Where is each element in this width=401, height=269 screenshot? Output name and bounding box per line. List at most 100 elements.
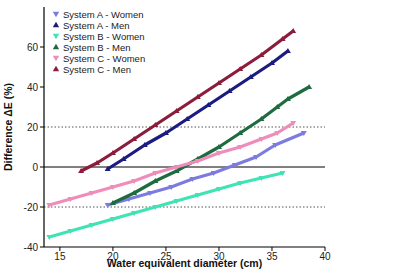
y-tick-label: 0 [32, 162, 38, 173]
legend-marker [53, 12, 59, 17]
data-point [237, 130, 243, 135]
y-tick-label: -40 [24, 242, 39, 253]
data-point [237, 181, 243, 186]
series-line [49, 123, 293, 205]
data-point [195, 159, 201, 164]
data-point [110, 200, 116, 205]
legend-marker [53, 56, 59, 61]
legend-marker [53, 22, 59, 27]
data-point [174, 165, 180, 170]
data-point [272, 143, 278, 148]
data-point [68, 197, 74, 202]
y-tick [40, 47, 44, 48]
data-point [89, 191, 95, 196]
data-point [290, 121, 296, 126]
x-axis-label: Water equivalent diameter (cm) [107, 257, 262, 269]
data-point [147, 191, 153, 196]
data-point [211, 171, 217, 176]
y-axis-label: Difference ΔE (%) [2, 83, 14, 171]
data-point [131, 179, 137, 184]
y-tick [40, 207, 44, 208]
data-point [174, 199, 180, 204]
y-tick-label: 60 [27, 42, 39, 53]
legend-label: System A - Men [63, 20, 130, 31]
data-point [227, 88, 233, 93]
data-point [232, 163, 238, 168]
data-point [258, 137, 264, 142]
data-point [78, 168, 84, 173]
series-line [113, 87, 309, 203]
data-point [306, 84, 312, 89]
legend-label: System C - Women [63, 53, 145, 64]
data-point [237, 66, 243, 71]
data-point [290, 28, 296, 33]
data-point [163, 130, 169, 135]
data-point [258, 176, 264, 181]
data-point [285, 48, 291, 53]
data-point [110, 217, 116, 222]
data-point [46, 203, 52, 208]
legend: System A - WomenSystem A - MenSystem B -… [53, 9, 145, 75]
data-point [174, 108, 180, 113]
data-point [131, 136, 137, 141]
legend-label: System B - Men [63, 42, 131, 53]
y-tick [40, 127, 44, 128]
data-point [216, 144, 222, 149]
data-point [258, 116, 264, 121]
legend-label: System C - Men [63, 64, 131, 75]
data-point [110, 150, 116, 155]
data-point [280, 171, 286, 176]
data-point [105, 166, 111, 171]
x-tick-label: 40 [319, 251, 331, 262]
data-point [189, 177, 195, 182]
data-point [274, 131, 280, 136]
y-tick-label: 40 [27, 82, 39, 93]
data-point [46, 235, 52, 240]
data-point [184, 116, 190, 121]
y-tick-label: -20 [24, 202, 39, 213]
y-tick [40, 247, 44, 248]
data-point [152, 122, 158, 127]
data-point [131, 190, 137, 195]
legend-label: System A - Women [63, 9, 144, 20]
data-point [110, 185, 116, 190]
y-tick [40, 167, 44, 168]
data-point [237, 145, 243, 150]
data-point [68, 229, 74, 234]
data-point [168, 185, 174, 190]
data-point [195, 193, 201, 198]
legend-marker [53, 34, 59, 39]
y-tick-label: 20 [27, 122, 39, 133]
data-point [89, 223, 95, 228]
x-tick-label: 35 [266, 251, 278, 262]
data-point [280, 36, 286, 41]
legend-marker [53, 66, 59, 71]
data-point [195, 94, 201, 99]
data-point [248, 74, 254, 79]
y-tick [40, 87, 44, 88]
data-point [94, 160, 100, 165]
data-point [152, 171, 158, 176]
x-tick-label: 15 [54, 251, 66, 262]
reference-line [44, 127, 325, 128]
data-point [269, 60, 275, 65]
data-point [131, 211, 137, 216]
data-point [253, 155, 259, 160]
series-line [108, 51, 288, 169]
data-point [258, 52, 264, 57]
reference-line [44, 207, 325, 208]
legend-label: System B - Women [63, 31, 145, 42]
data-point [216, 80, 222, 85]
data-point [301, 131, 307, 136]
series-line [49, 173, 282, 237]
data-point [121, 156, 127, 161]
legend-marker [53, 44, 59, 49]
chart: -40-200204060152025303540Water equivalen… [0, 0, 401, 269]
data-point [285, 96, 291, 101]
data-point [274, 104, 280, 109]
data-point [216, 187, 222, 192]
x-axis [44, 246, 325, 247]
data-point [105, 203, 111, 208]
data-point [152, 178, 158, 183]
data-point [152, 205, 158, 210]
